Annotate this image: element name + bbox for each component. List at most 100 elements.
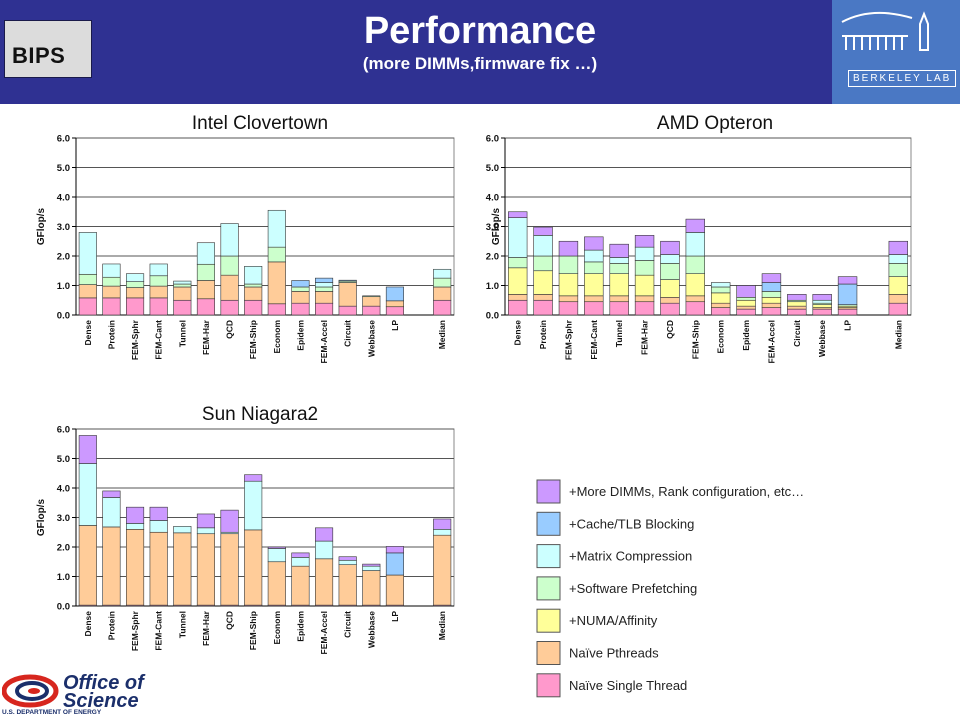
y-tick-label: 3.0 xyxy=(486,222,499,233)
bar-segment xyxy=(584,249,604,263)
bar-segment xyxy=(385,306,404,316)
bar-segment xyxy=(78,463,97,526)
bar-segment xyxy=(220,299,239,316)
x-tick-label: QCD xyxy=(665,320,675,339)
bar-segment xyxy=(338,556,357,561)
bar-segment xyxy=(787,305,807,310)
y-tick-label: 0.0 xyxy=(57,311,70,322)
bar-segment xyxy=(433,518,452,530)
bar-segment xyxy=(685,218,706,233)
x-tick-label: FEM-Har xyxy=(640,319,650,355)
bar-segment xyxy=(507,294,528,301)
x-tick-label: Protein xyxy=(538,320,548,349)
bar-segment xyxy=(149,275,168,287)
legend-label: +More DIMMs, Rank configuration, etc… xyxy=(569,484,804,499)
bar-segment xyxy=(558,240,579,257)
bar-segment xyxy=(220,509,239,533)
bar-segment xyxy=(584,301,604,316)
bar-segment xyxy=(433,268,452,279)
bar-segment xyxy=(315,286,334,292)
y-tick-label: 3.0 xyxy=(57,222,70,233)
bar-segment xyxy=(149,531,168,606)
bar-segment xyxy=(244,480,263,531)
bar-segment xyxy=(433,299,452,316)
y-tick-label: 5.0 xyxy=(57,163,70,174)
bar-segment xyxy=(507,211,528,218)
bar-segment xyxy=(634,274,655,297)
legend-swatch xyxy=(536,673,561,698)
x-tick-label: Dense xyxy=(83,611,93,637)
bar-segment xyxy=(736,308,756,316)
bar-segment xyxy=(507,299,528,316)
bar-segment xyxy=(761,291,782,298)
bar-segment xyxy=(787,294,807,301)
bar-segment xyxy=(685,255,706,275)
y-tick-label: 1.0 xyxy=(57,572,70,583)
bar-segment xyxy=(102,285,121,299)
bar-segment xyxy=(291,280,310,288)
bips-logo-text: BIPS xyxy=(12,43,66,68)
chart-title: AMD Opteron xyxy=(657,113,773,134)
bar-segment xyxy=(761,302,782,308)
bar-segment xyxy=(362,295,381,298)
bar-segment xyxy=(660,296,680,304)
bar-segment xyxy=(149,285,168,299)
bar-segment xyxy=(196,263,215,281)
legend-label: +Matrix Compression xyxy=(569,549,692,564)
x-tick-label: Median xyxy=(893,320,903,349)
y-tick-label: 5.0 xyxy=(57,454,70,465)
y-tick-label: 2.0 xyxy=(57,252,70,263)
x-tick-label: Dense xyxy=(513,320,523,346)
bar-segment xyxy=(584,273,604,297)
x-tick-label: Epidem xyxy=(295,611,305,642)
bar-segment xyxy=(338,559,357,566)
bar-segment xyxy=(736,296,756,301)
bar-segment xyxy=(660,240,680,255)
bar-segment xyxy=(102,297,121,316)
bar-segment xyxy=(362,305,381,316)
x-tick-label: Circuit xyxy=(343,611,353,638)
x-tick-label: Protein xyxy=(106,611,116,640)
x-tick-label: FEM-Sphr xyxy=(130,319,140,360)
bar-segment xyxy=(761,296,782,304)
x-tick-label: FEM-Ship xyxy=(248,611,258,650)
doe-swirl-icon xyxy=(1,674,59,708)
y-axis-label: GFlop/s xyxy=(36,498,47,536)
bar-segment xyxy=(267,246,286,263)
bar-segment xyxy=(291,552,310,558)
bar-segment xyxy=(291,302,310,316)
bar-segment xyxy=(787,308,807,316)
bar-segment xyxy=(173,283,192,288)
legend-swatch xyxy=(536,511,561,536)
bar-segment xyxy=(338,282,357,307)
x-tick-label: Epidem xyxy=(295,320,305,351)
bar-segment xyxy=(584,261,604,274)
legend-label: Naïve Pthreads xyxy=(569,646,659,661)
bar-segment xyxy=(533,294,553,301)
bar-segment xyxy=(385,546,404,554)
bar-segment xyxy=(173,299,192,316)
bar-segment xyxy=(196,513,215,529)
bar-segment xyxy=(267,303,286,316)
bar-segment xyxy=(609,295,629,303)
bar-segment xyxy=(812,308,832,316)
bar-segment xyxy=(315,540,334,560)
x-tick-label: Webbase xyxy=(817,320,827,357)
bar-segment xyxy=(291,286,310,292)
bar-segment xyxy=(126,287,145,299)
bar-segment xyxy=(533,255,553,272)
bar-segment xyxy=(888,276,909,295)
bar-segment xyxy=(244,299,263,316)
bar-segment xyxy=(634,235,655,248)
bar-segment xyxy=(78,273,97,285)
bar-segment xyxy=(584,236,604,251)
legend-swatch xyxy=(536,479,561,504)
x-tick-label: LP xyxy=(390,611,400,622)
y-tick-label: 3.0 xyxy=(57,513,70,524)
bar-segment xyxy=(634,301,655,316)
bar-segment xyxy=(126,523,145,530)
x-tick-label: Tunnel xyxy=(177,611,187,638)
bar-segment xyxy=(220,533,239,606)
x-tick-label: FEM-Har xyxy=(201,319,211,355)
bar-segment xyxy=(149,506,168,521)
